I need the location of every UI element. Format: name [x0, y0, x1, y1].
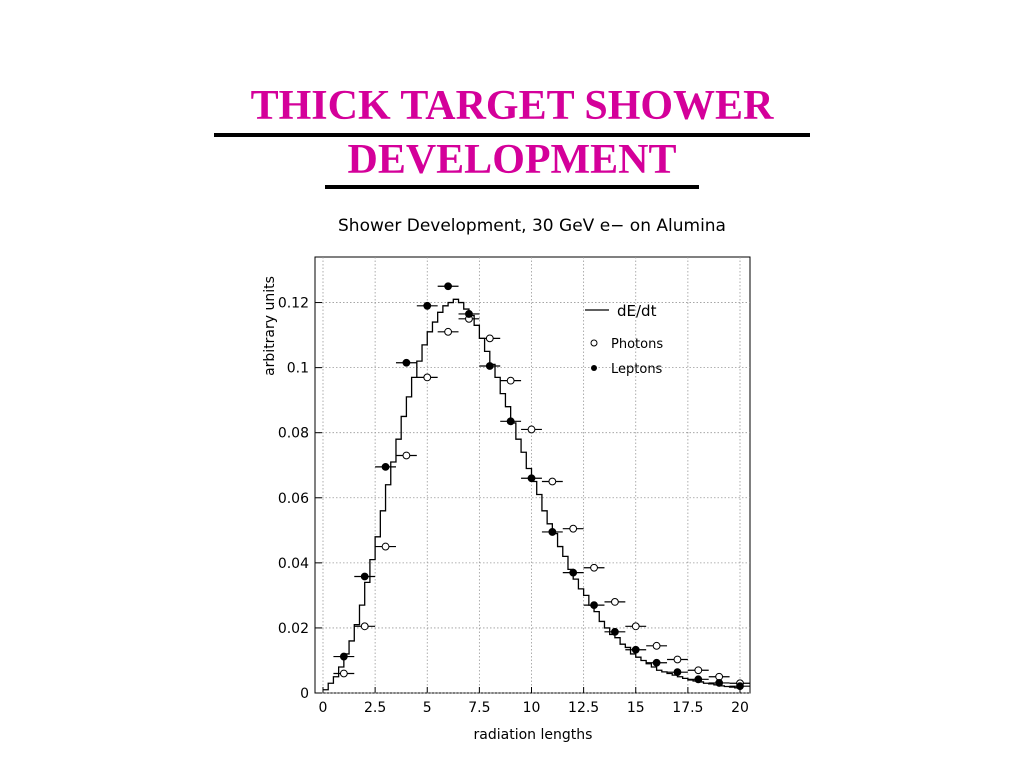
lepton-point — [715, 679, 724, 687]
x-tick-label: 12.5 — [568, 700, 599, 716]
series-leptons — [333, 282, 751, 691]
y-tick-label: 0.1 — [287, 361, 309, 377]
photon-point — [360, 622, 369, 631]
photon-point — [590, 563, 598, 572]
lepton-point — [527, 474, 536, 483]
legend-label-leptons: Leptons — [611, 362, 663, 377]
y-tick-label: 0.06 — [278, 491, 309, 507]
photon-point — [631, 622, 640, 631]
y-axis-label: arbitrary units — [262, 276, 278, 376]
lepton-point — [444, 282, 453, 291]
lepton-point — [465, 310, 473, 318]
lepton-point — [673, 668, 682, 677]
lepton-point — [423, 301, 432, 310]
lepton-point — [569, 568, 578, 577]
y-tick-labels: 0 0.02 0.04 0.06 0.08 0.1 0.12 — [278, 296, 309, 702]
x-tick-label: 5 — [423, 700, 432, 716]
y-tick-label: 0.02 — [278, 621, 309, 637]
slide-title-line1: THICK TARGET SHOWER — [250, 83, 774, 129]
legend-label-photons: Photons — [611, 337, 663, 352]
y-tick-label: 0.08 — [278, 426, 309, 442]
legend-filled-circle — [591, 365, 597, 371]
lepton-point — [339, 652, 348, 661]
photon-point — [506, 376, 515, 385]
series-photons — [333, 314, 751, 688]
title-underline-1 — [214, 133, 810, 137]
lepton-point — [485, 362, 494, 370]
lepton-point — [381, 462, 390, 471]
x-tick-label: 7.5 — [468, 700, 490, 716]
x-tick-label: 15 — [627, 700, 645, 716]
lepton-point — [736, 682, 744, 691]
lepton-point — [652, 658, 661, 667]
y-tick-label: 0 — [300, 686, 309, 702]
photon-point — [527, 425, 536, 434]
chart-title: Shower Development, 30 GeV e− on Alumina — [338, 216, 726, 236]
x-tick-labels: 0 2.5 5 7.5 10 12.5 15 17.5 20 — [319, 700, 749, 716]
x-tick-label: 0 — [319, 700, 328, 716]
y-tick-label: 0.12 — [278, 296, 309, 312]
photon-point — [485, 334, 494, 343]
photon-point — [694, 666, 703, 675]
legend-label-dEdt: dE/dt — [617, 302, 657, 320]
photon-point — [402, 451, 411, 460]
photon-point — [611, 597, 619, 606]
legend-open-circle — [590, 339, 598, 347]
x-tick-label: 10 — [523, 700, 541, 716]
lepton-point — [360, 572, 369, 581]
lepton-point — [694, 675, 703, 684]
slide-title-line2: DEVELOPMENT — [347, 137, 677, 183]
x-tick-label: 17.5 — [672, 700, 703, 716]
photon-point — [673, 655, 682, 664]
x-axis-label: radiation lengths — [474, 727, 593, 743]
lepton-point — [590, 601, 598, 610]
y-tick-label: 0.04 — [278, 556, 309, 572]
photon-point — [339, 669, 348, 678]
lepton-point — [506, 417, 515, 426]
photon-point — [444, 327, 453, 336]
photon-point — [569, 524, 578, 533]
photon-point — [381, 542, 390, 551]
photon-point — [548, 477, 557, 486]
title-underline-2 — [325, 185, 699, 189]
photon-point — [652, 641, 661, 650]
lepton-point — [631, 645, 640, 654]
x-tick-label: 2.5 — [364, 700, 386, 716]
legend: dE/dt Photons Leptons — [585, 302, 663, 377]
lepton-point — [611, 627, 619, 636]
photon-point — [423, 373, 432, 382]
lepton-point — [402, 358, 411, 367]
x-tick-label: 20 — [731, 700, 749, 716]
lepton-point — [548, 528, 557, 536]
